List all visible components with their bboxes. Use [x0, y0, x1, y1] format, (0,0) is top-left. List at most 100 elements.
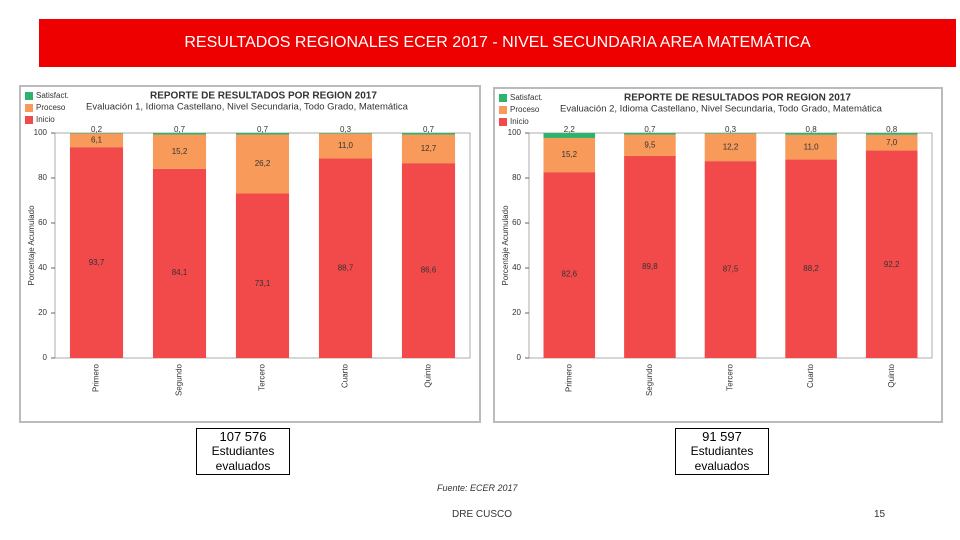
source: Fuente: ECER 2017	[437, 483, 518, 493]
footer: DRE CUSCO	[452, 509, 513, 520]
bar-segment	[624, 155, 676, 358]
legend-swatch	[499, 118, 507, 126]
value-label: 15,2	[172, 147, 188, 156]
legend-swatch	[25, 104, 33, 112]
bar-segment	[785, 159, 837, 358]
x-tick-label: Cuarto	[341, 363, 350, 388]
bar-segment	[235, 193, 290, 358]
value-label: 15,2	[562, 150, 578, 159]
page-number: 15	[874, 509, 886, 520]
count-label: Estudiantes evaluados	[690, 444, 754, 473]
value-label: 84,1	[172, 268, 188, 277]
legend-label: Inicio	[510, 117, 529, 126]
value-label: 0,7	[257, 125, 269, 134]
legend-label: Satisfact.	[510, 93, 543, 102]
value-label: 87,5	[723, 265, 739, 274]
value-label: 0,3	[725, 125, 737, 134]
value-label: 93,7	[89, 258, 105, 267]
legend-swatch	[25, 116, 33, 124]
value-label: 89,8	[642, 262, 658, 271]
x-tick-label: Tercero	[258, 363, 267, 390]
x-tick-label: Tercero	[726, 363, 735, 390]
bar-segment	[235, 133, 290, 135]
value-label: 26,2	[255, 159, 271, 168]
value-label: 0,7	[644, 125, 656, 134]
legend-swatch	[499, 94, 507, 102]
count-box: 91 597 Estudiantes evaluados	[675, 428, 769, 475]
chart-title: REPORTE DE RESULTADOS POR REGION 2017	[624, 93, 851, 104]
bar-segment	[704, 161, 757, 358]
value-label: 6,1	[91, 135, 103, 144]
chart-subtitle: Evaluación 2, Idioma Castellano, Nivel S…	[560, 104, 883, 115]
bar-segment	[785, 134, 837, 160]
bar-segment	[318, 133, 373, 134]
count-value: 107 576	[219, 429, 267, 444]
chart-subtitle: Evaluación 1, Idioma Castellano, Nivel S…	[86, 102, 409, 113]
bar-segment	[865, 150, 918, 358]
bar-segment	[69, 133, 124, 148]
value-label: 0,8	[806, 125, 818, 134]
bar-segment	[152, 168, 207, 358]
y-tick-label: 20	[512, 308, 521, 317]
x-tick-label: Quinto	[887, 363, 896, 387]
legend-label: Proceso	[510, 105, 540, 114]
y-tick-label: 100	[508, 128, 522, 137]
x-tick-label: Segundo	[645, 363, 654, 396]
y-tick-label: 60	[512, 218, 521, 227]
bar-segment	[235, 134, 290, 194]
value-label: 12,2	[723, 143, 739, 152]
x-tick-label: Cuarto	[806, 363, 815, 388]
bar-segment	[152, 134, 207, 169]
y-tick-label: 60	[38, 218, 47, 227]
bar-segment	[704, 133, 757, 134]
bar-segment	[318, 133, 373, 159]
legend-label: Inicio	[36, 115, 55, 124]
y-tick-label: 100	[34, 128, 48, 137]
y-tick-label: 40	[38, 263, 47, 272]
value-label: 0,7	[423, 125, 435, 134]
value-label: 0,7	[174, 125, 186, 134]
y-tick-label: 0	[43, 353, 48, 362]
legend-label: Satisfact.	[36, 91, 69, 100]
bar-segment	[624, 133, 676, 135]
bar-segment	[401, 133, 456, 135]
value-label: 11,0	[338, 141, 354, 150]
y-axis-label: Porcentaje Acumulado	[27, 205, 36, 286]
value-label: 86,6	[421, 265, 437, 274]
count-box: 107 576 Estudiantes evaluados	[196, 428, 290, 475]
y-tick-label: 80	[38, 173, 47, 182]
value-label: 2,2	[564, 125, 576, 134]
value-label: 73,1	[255, 279, 271, 288]
count-value: 91 597	[702, 429, 742, 444]
bar-segment	[865, 133, 918, 135]
bar-segment	[543, 133, 596, 138]
legend-swatch	[25, 92, 33, 100]
x-tick-label: Quinto	[424, 363, 433, 387]
value-label: 9,5	[644, 140, 656, 149]
x-tick-label: Primero	[92, 363, 101, 392]
value-label: 0,2	[91, 125, 103, 134]
y-axis-label: Porcentaje Acumulado	[501, 205, 510, 286]
slide-title: RESULTADOS REGIONALES ECER 2017 - NIVEL …	[39, 19, 956, 67]
legend-swatch	[499, 106, 507, 114]
bar-segment	[865, 134, 918, 151]
bar-segment	[543, 172, 596, 358]
bar-segment	[704, 133, 757, 162]
x-tick-label: Primero	[564, 363, 573, 392]
legend-label: Proceso	[36, 103, 66, 112]
bar-segment	[152, 133, 207, 135]
x-tick-label: Segundo	[175, 363, 184, 396]
bar-segment	[401, 134, 456, 164]
count-label: Estudiantes evaluados	[211, 444, 275, 473]
bar-segment	[624, 134, 676, 156]
value-label: 88,7	[338, 263, 354, 272]
y-tick-label: 40	[512, 263, 521, 272]
value-label: 92,2	[884, 260, 900, 269]
value-label: 88,2	[803, 264, 819, 273]
bar-segment	[401, 163, 456, 358]
bar-segment	[318, 158, 373, 358]
value-label: 11,0	[804, 142, 820, 151]
y-tick-label: 80	[512, 173, 521, 182]
